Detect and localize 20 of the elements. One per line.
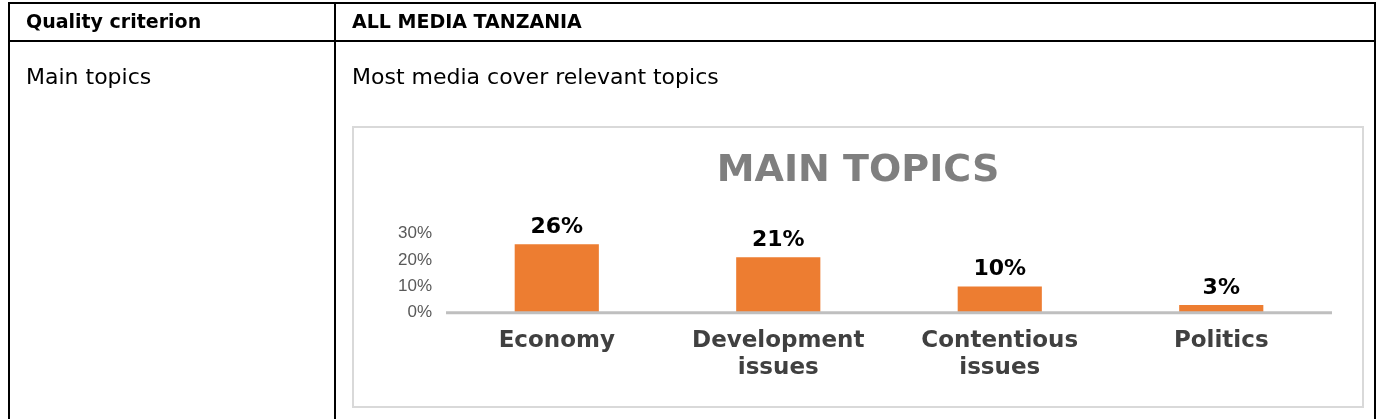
y-tick-label: 20% xyxy=(397,249,433,269)
chart-title: MAIN TOPICS xyxy=(716,145,1000,190)
y-tick-label: 10% xyxy=(397,276,433,296)
x-tick-label: Contentious issues xyxy=(921,325,1079,380)
bar xyxy=(736,257,821,313)
data-label: 26% xyxy=(530,212,584,238)
x-tick-label: Economy xyxy=(498,325,615,352)
y-tick-label: 30% xyxy=(397,223,433,243)
data-label: 21% xyxy=(751,226,805,252)
text: Main topics xyxy=(26,64,152,89)
x-tick-label: Politics xyxy=(1173,325,1269,352)
x-tick-label: Development issues xyxy=(692,325,865,380)
data-label: 3% xyxy=(1202,273,1240,299)
bar xyxy=(957,286,1042,313)
bar xyxy=(514,244,599,313)
y-tick-label: 0% xyxy=(407,302,433,322)
text: Most media cover relevant topics xyxy=(352,64,719,89)
data-label: 10% xyxy=(973,255,1027,281)
text: ALL MEDIA TANZANIA xyxy=(352,10,582,32)
text: Quality criterion xyxy=(26,10,202,32)
